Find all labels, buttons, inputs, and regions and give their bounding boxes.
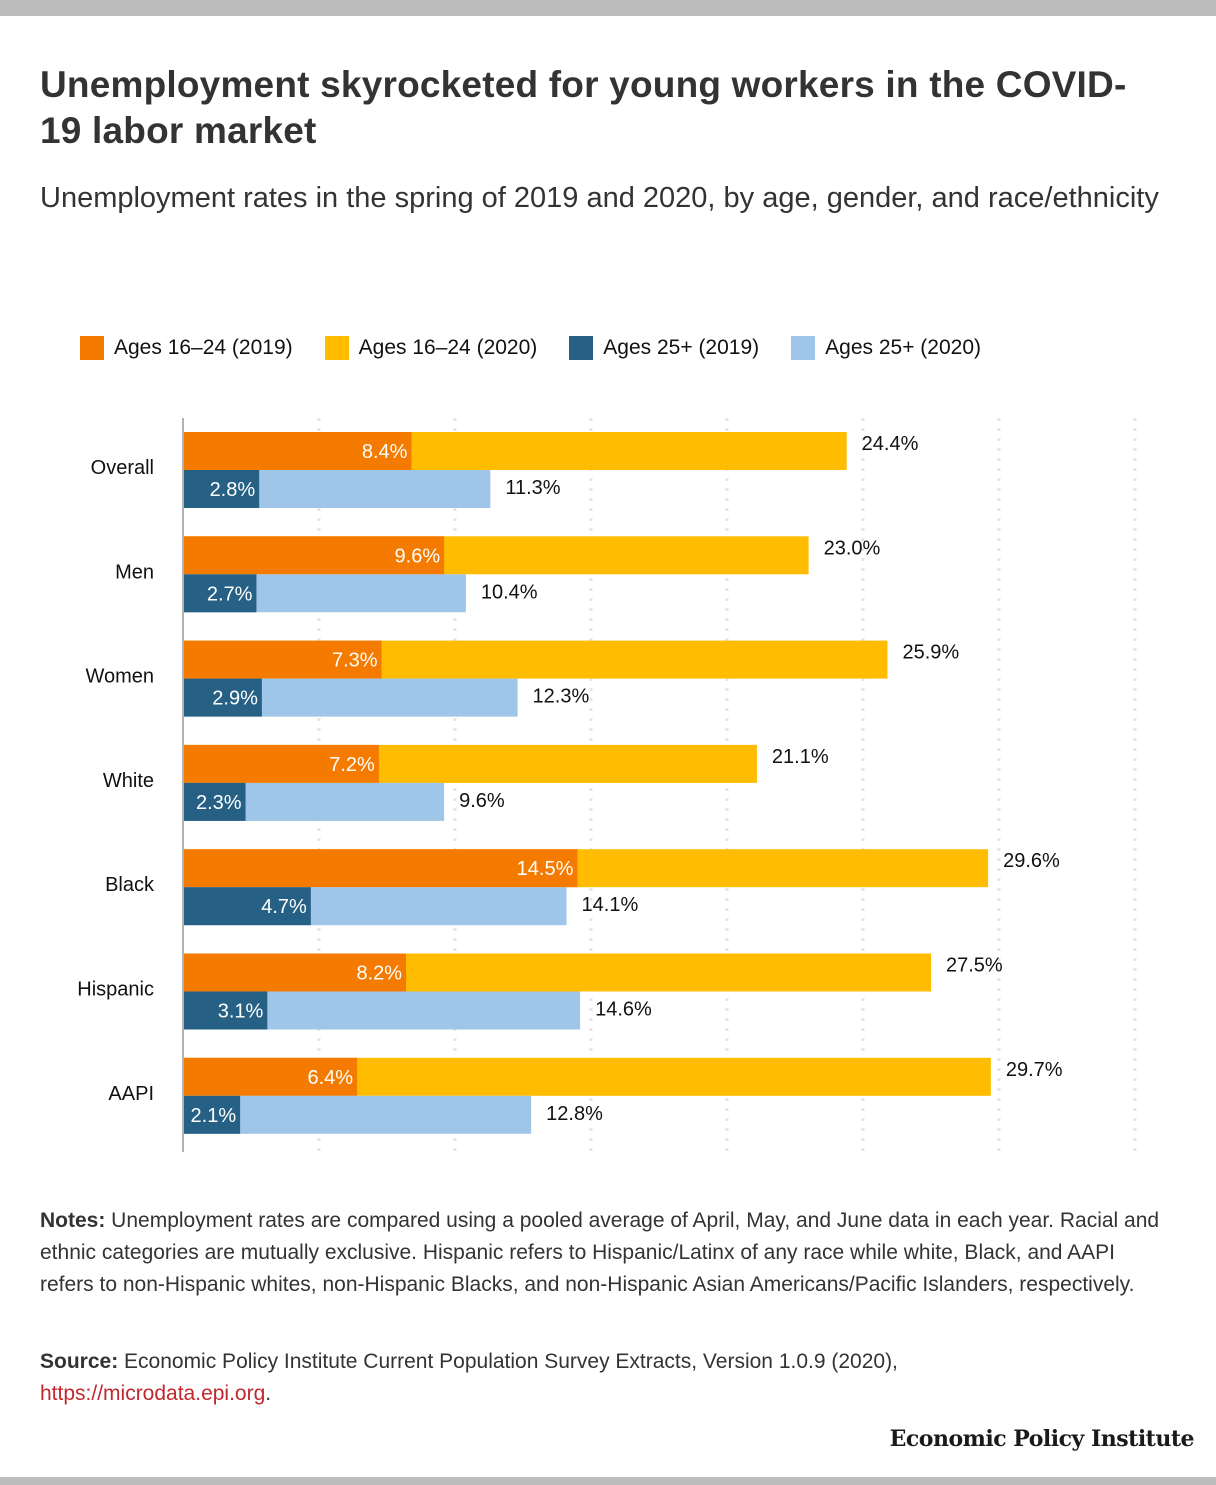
bar-adult_2019-aapi	[184, 1095, 241, 1134]
bar-chart: Overall Men Women White Black Hispanic AAPI 8.…	[77, 418, 1137, 1153]
source-label: Source:	[40, 1350, 119, 1373]
value-label-youth_2019-hispanic: 8.2%	[356, 963, 402, 985]
value-label-adult_2020-women: 12.3%	[533, 686, 590, 708]
source-text: Economic Policy Institute Current Popula…	[118, 1350, 898, 1373]
bar-adult_2019-overall	[184, 470, 260, 508]
value-label-youth_2020-white: 21.1%	[772, 746, 829, 768]
bar-adult_2019-women	[184, 678, 262, 717]
bar-adult_2019-black	[184, 887, 311, 926]
value-label-adult_2019-hispanic: 3.1%	[218, 1001, 264, 1023]
notes: Notes: Unemployment rates are compared u…	[40, 1205, 1170, 1301]
category-label-overall: Overall	[91, 457, 154, 479]
legend-item-adult-2020: Ages 25+ (2020)	[791, 336, 981, 360]
category-label-black: Black	[105, 874, 155, 896]
legend-item-youth-2020: Ages 16–24 (2020)	[324, 336, 538, 360]
legend-label: Ages 25+ (2020)	[825, 336, 981, 359]
category-labels: Overall Men Women White Black Hispanic AAPI	[77, 457, 155, 1105]
bar-adult_2020-aapi	[184, 1095, 532, 1134]
value-label-youth_2019-white: 7.2%	[329, 754, 375, 776]
value-label-youth_2020-hispanic: 27.5%	[946, 955, 1003, 977]
epi-logo: Economic Policy Institute	[889, 1426, 1195, 1452]
bar-youth_2019-overall	[184, 432, 412, 470]
bar-youth_2019-black	[184, 849, 578, 888]
category-label-white: White	[103, 770, 154, 792]
value-label-youth_2019-aapi: 6.4%	[307, 1067, 353, 1089]
legend: Ages 16–24 (2019) Ages 16–24 (2020) Ages…	[80, 334, 1013, 362]
legend-swatch-youth-2020	[324, 336, 349, 360]
bar-youth_2019-white	[184, 744, 379, 783]
value-label-youth_2019-black: 14.5%	[517, 858, 574, 880]
value-label-youth_2020-men: 23.0%	[824, 537, 881, 559]
notes-text: Unemployment rates are compared using a …	[40, 1209, 1160, 1296]
bottom-border	[0, 1477, 1216, 1485]
legend-swatch-adult-2019	[569, 336, 594, 360]
notes-label: Notes:	[40, 1209, 106, 1232]
top-border	[0, 0, 1216, 16]
source: Source: Economic Policy Institute Curren…	[40, 1346, 1170, 1410]
bar-youth_2019-women	[184, 640, 382, 679]
value-label-adult_2019-women: 2.9%	[212, 688, 258, 710]
value-label-adult_2019-black: 4.7%	[261, 896, 307, 918]
category-label-men: Men	[115, 561, 154, 583]
chart-title: Unemployment skyrocketed for young worke…	[40, 64, 1127, 151]
value-label-adult_2020-men: 10.4%	[481, 581, 538, 603]
legend-item-youth-2019: Ages 16–24 (2019)	[80, 336, 293, 360]
bar-youth_2019-hispanic	[184, 953, 407, 992]
legend-label: Ages 16–24 (2019)	[114, 336, 293, 359]
value-label-adult_2020-aapi: 12.8%	[546, 1103, 603, 1125]
legend-swatch-adult-2020	[791, 336, 816, 360]
value-label-adult_2019-overall: 2.8%	[210, 479, 256, 501]
value-label-adult_2019-aapi: 2.1%	[191, 1105, 237, 1127]
source-link-suffix: .	[265, 1382, 272, 1405]
value-label-youth_2020-black: 29.6%	[1003, 850, 1060, 872]
source-link[interactable]: https://microdata.epi.org	[40, 1382, 266, 1405]
category-label-women: Women	[85, 666, 154, 688]
value-label-adult_2020-hispanic: 14.6%	[595, 999, 652, 1021]
value-label-youth_2020-aapi: 29.7%	[1006, 1059, 1063, 1081]
bar-adult_2019-white	[184, 782, 246, 821]
value-label-adult_2020-overall: 11.3%	[505, 477, 560, 499]
value-label-adult_2019-white: 2.3%	[196, 792, 242, 814]
category-label-hispanic: Hispanic	[77, 979, 154, 1001]
value-label-youth_2019-men: 9.6%	[395, 545, 441, 567]
chart-subtitle: Unemployment rates in the spring of 2019…	[40, 182, 1159, 214]
bar-youth_2019-men	[184, 536, 445, 575]
value-label-youth_2020-women: 25.9%	[902, 642, 959, 664]
value-label-youth_2019-overall: 8.4%	[362, 441, 408, 463]
bar-youth_2019-aapi	[184, 1057, 358, 1096]
legend-label: Ages 25+ (2019)	[603, 336, 760, 359]
legend-item-adult-2019: Ages 25+ (2019)	[569, 336, 759, 360]
value-labels: 8.4% 24.4% 2.8% 11.3% 9.6% 23.0% 2.7% 10.4% 7.3%…	[191, 433, 1063, 1127]
value-label-youth_2019-women: 7.3%	[332, 650, 378, 672]
bars	[184, 432, 991, 1134]
bar-adult_2019-men	[184, 574, 257, 613]
value-label-adult_2019-men: 2.7%	[207, 583, 253, 605]
value-label-adult_2020-black: 14.1%	[582, 894, 639, 916]
legend-label: Ages 16–24 (2020)	[358, 336, 538, 359]
value-label-adult_2020-white: 9.6%	[459, 790, 505, 812]
value-label-youth_2020-overall: 24.4%	[862, 433, 919, 455]
legend-swatch-youth-2019	[80, 336, 104, 360]
bar-adult_2019-hispanic	[184, 991, 268, 1030]
category-label-aapi: AAPI	[108, 1083, 154, 1105]
